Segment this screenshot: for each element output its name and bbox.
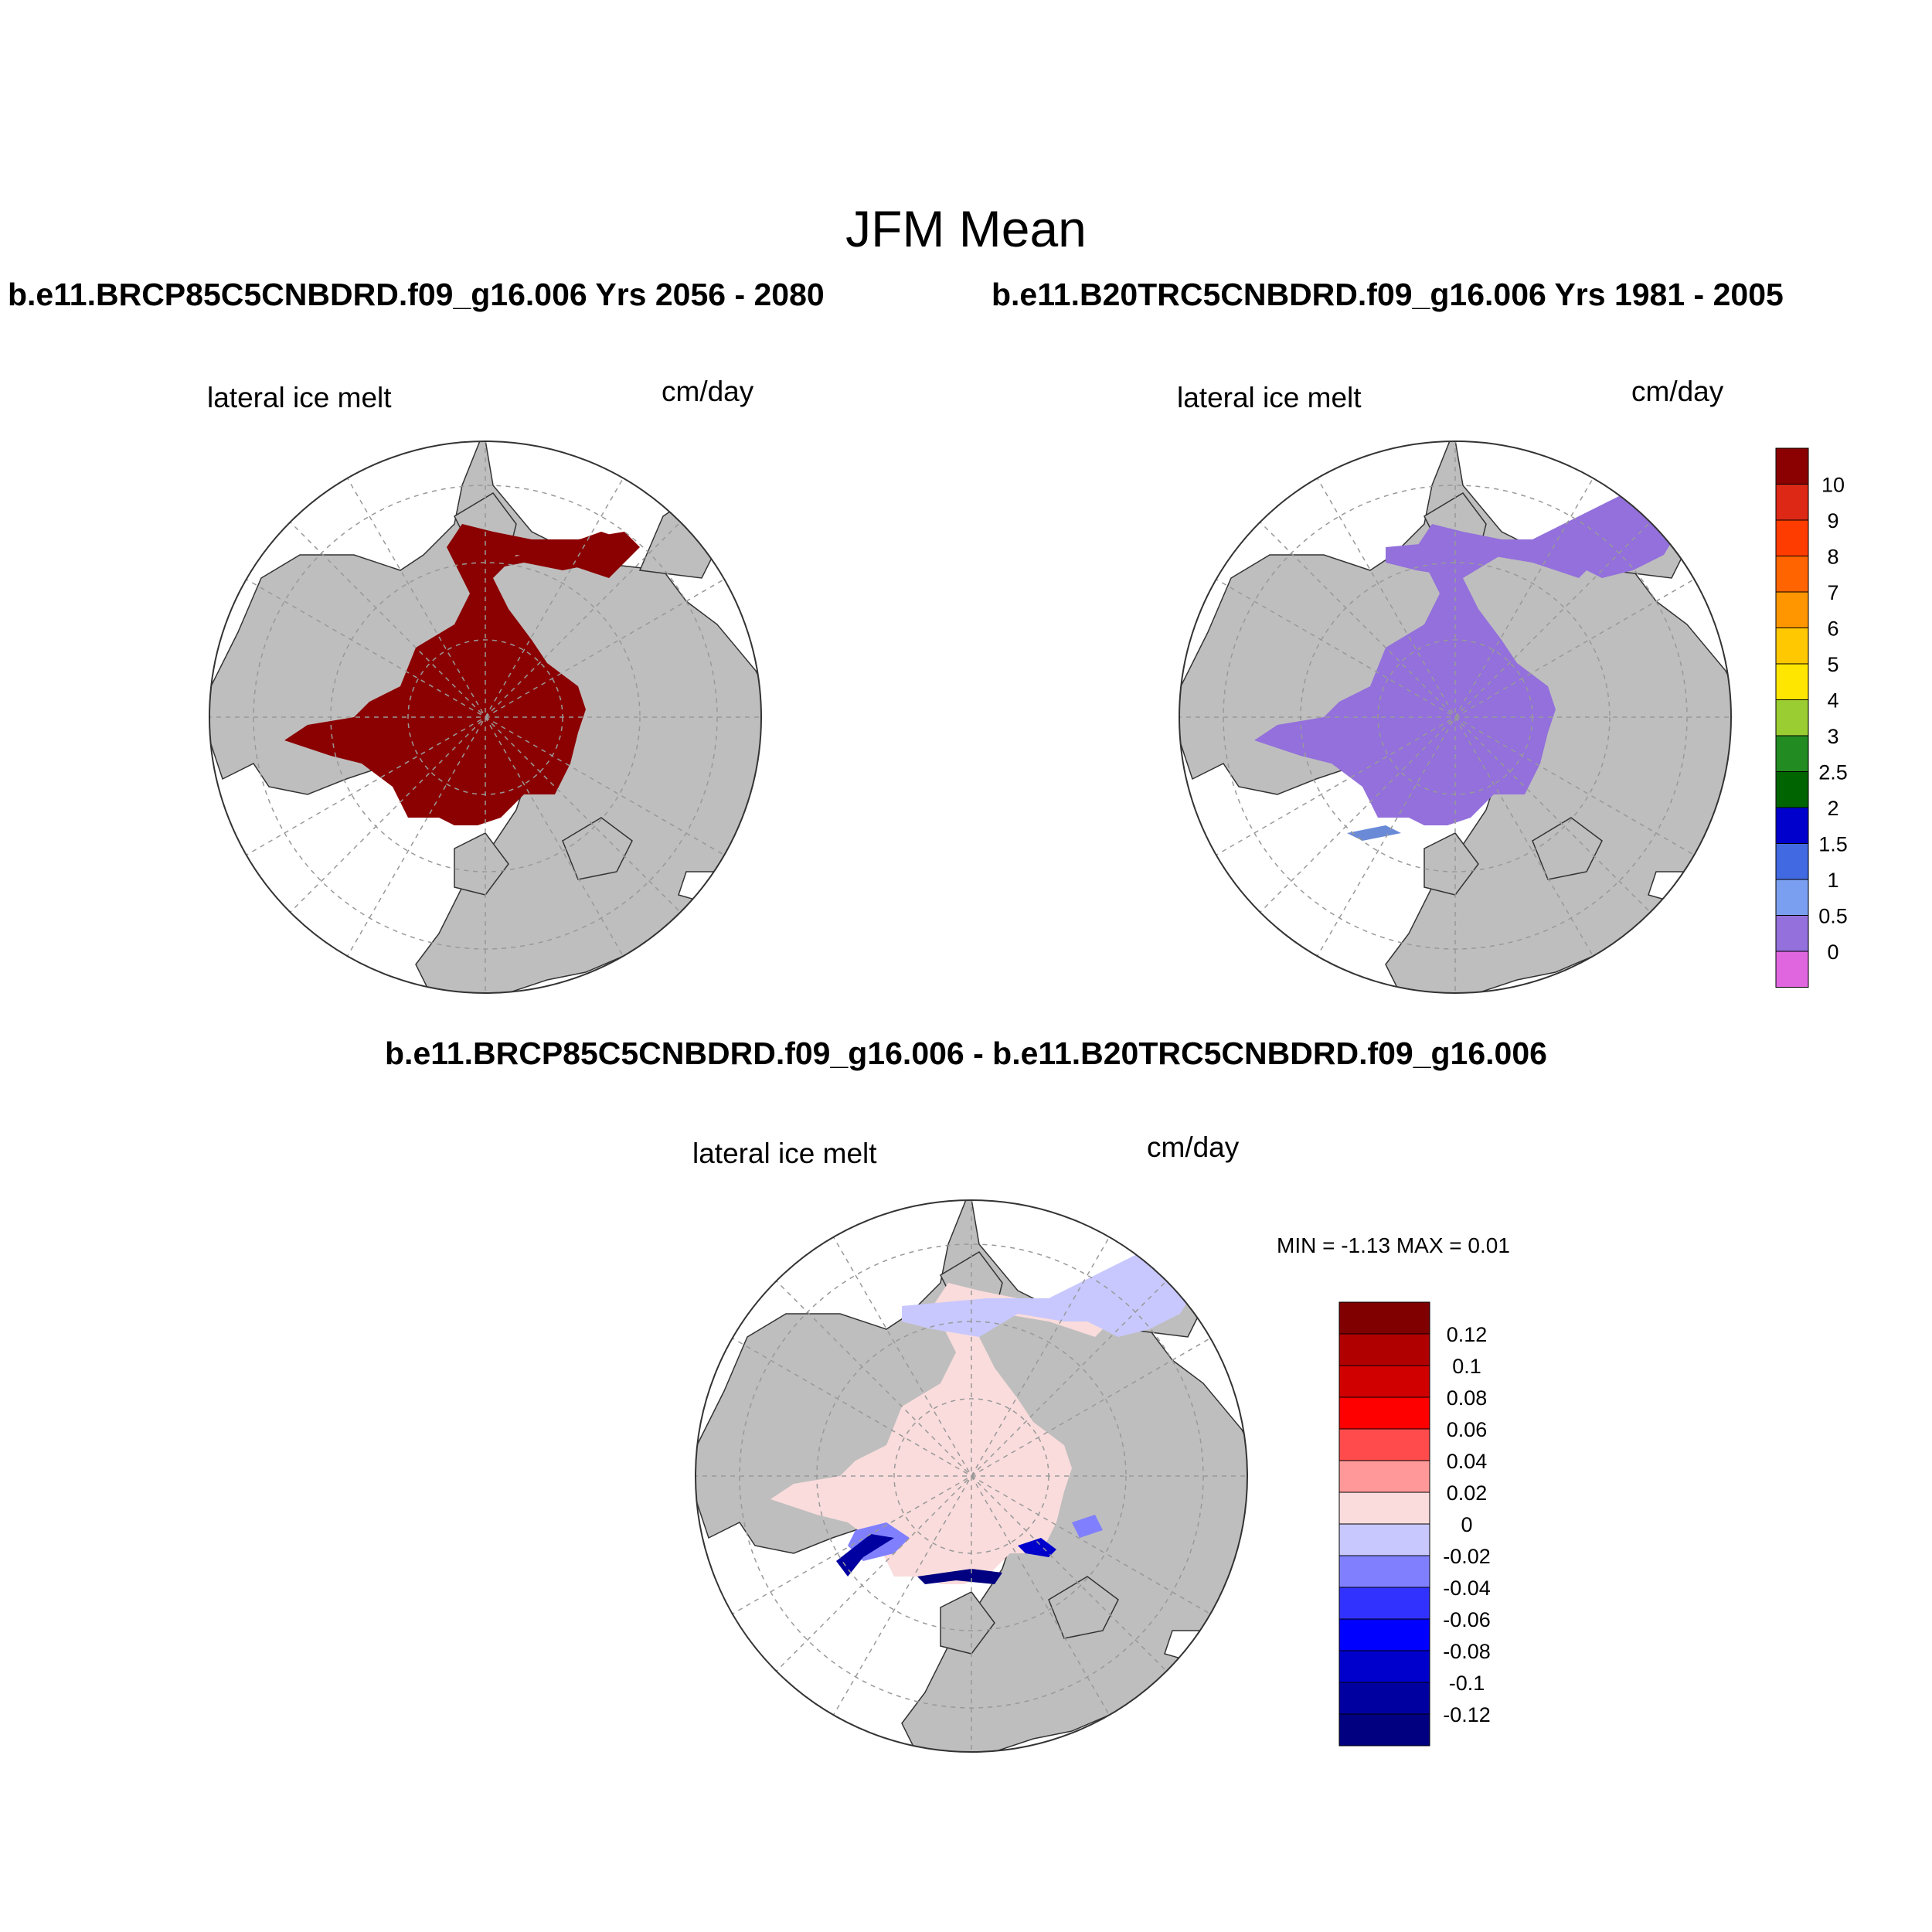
colorbar-diff-swatch [1338,1428,1430,1461]
colorbar-diff-tick-label: -0.06 [1443,1608,1491,1631]
colorbar-diff-tick-label: -0.1 [1449,1672,1485,1695]
case1-units-label: cm/day [662,376,754,407]
colorbar-diff-tick-label: 0.06 [1447,1418,1488,1441]
colorbar-main-tick-label: 2.5 [1818,761,1848,784]
colorbar-main-swatch [1775,556,1809,593]
colorbar-main-tick-label: 3 [1827,725,1838,748]
colorbar-diff-tick-label: 0.02 [1447,1481,1488,1505]
case1-polar-map [209,440,762,994]
diff-variable-label: lateral ice melt [692,1138,877,1169]
colorbar-diff-swatch [1338,1460,1430,1493]
colorbar-main-tick-label: 0 [1827,940,1838,964]
colorbar-main-swatch [1775,628,1809,665]
colorbar-main-tick-label: 7 [1827,581,1838,604]
colorbar-main-tick-label: 8 [1827,546,1838,569]
colorbar-diff-swatch [1338,1396,1430,1430]
colorbar-diff-tick-label: 0.08 [1447,1386,1488,1410]
colorbar-main-tick-label: 0.5 [1818,905,1848,928]
colorbar-main-tick-label: 9 [1827,509,1838,532]
colorbar-main-swatch [1775,951,1809,988]
figure-title: JFM Mean [845,200,1087,257]
colorbar-main-tick-label: 2 [1827,797,1838,820]
colorbar-main-swatch [1775,484,1809,521]
colorbar-main-tick-label: 4 [1827,689,1838,713]
colorbar-main-swatch [1775,771,1809,808]
colorbar-main-swatch [1775,915,1809,952]
colorbar-diff: 0.12 0.1 0.08 0.06 0.04 0.02 0 -0.02 -0.04 -0.06 -… [1338,1301,1491,1747]
case1-title: b.e11.BRCP85C5CNBDRD.f09_g16.006 Yrs 205… [8,277,825,312]
colorbar-main-tick-label: 6 [1827,617,1838,641]
diff-title: b.e11.BRCP85C5CNBDRD.f09_g16.006 - b.e11… [385,1036,1547,1071]
colorbar-diff-swatch [1338,1365,1430,1398]
colorbar-main-tick-label: 10 [1821,474,1845,497]
diff-minmax-label: MIN = -1.13 MAX = 0.01 [1277,1233,1510,1257]
colorbar-diff-tick-label: -0.08 [1443,1640,1491,1663]
colorbar-diff-tick-label: 0.12 [1447,1323,1488,1346]
colorbar-main-swatch [1775,879,1809,916]
colorbar-diff-swatch [1338,1682,1430,1715]
colorbar-main-swatch [1775,519,1809,556]
colorbar-main-swatch [1775,663,1809,700]
colorbar-diff-tick-label: 0.1 [1452,1355,1481,1378]
colorbar-diff-swatch [1338,1523,1430,1556]
colorbar-diff-swatch [1338,1713,1430,1747]
colorbar-main-swatch [1775,843,1809,880]
case2-polar-map [1179,440,1732,994]
colorbar-main-tick-label: 1.5 [1818,833,1848,856]
diff-units-label: cm/day [1147,1131,1240,1163]
colorbar-diff-swatch [1338,1618,1430,1651]
colorbar-main-swatch [1775,807,1809,844]
colorbar-main-swatch [1775,591,1809,628]
colorbar-diff-tick-label: -0.02 [1443,1545,1491,1568]
case1-variable-label: lateral ice melt [207,382,392,413]
colorbar-diff-tick-label: -0.12 [1443,1703,1491,1726]
colorbar-diff-swatch [1338,1301,1430,1335]
colorbar-main-swatch [1775,735,1809,772]
colorbar-main-swatch [1775,447,1809,485]
colorbar-diff-swatch [1338,1587,1430,1620]
case2-units-label: cm/day [1631,376,1724,407]
case2-variable-label: lateral ice melt [1177,382,1362,413]
colorbar-main-tick-label: 5 [1827,653,1838,676]
colorbar-diff-swatch [1338,1333,1430,1366]
case2-title: b.e11.B20TRC5CNBDRD.f09_g16.006 Yrs 1981… [992,277,1784,312]
colorbar-diff-tick-label: 0.04 [1447,1450,1488,1473]
diff-polar-map [695,1199,1248,1753]
colorbar-main-tick-label: 1 [1827,869,1838,892]
colorbar-main-swatch [1775,699,1809,736]
colorbar-diff-tick-label: -0.04 [1443,1577,1491,1600]
colorbar-diff-swatch [1338,1555,1430,1588]
colorbar-diff-swatch [1338,1650,1430,1683]
colorbar-main: 10 9 8 7 6 5 4 3 2.5 2 1.5 1 0.5 0 [1775,447,1848,988]
colorbar-diff-swatch [1338,1492,1430,1525]
colorbar-diff-tick-label: 0 [1461,1513,1472,1536]
